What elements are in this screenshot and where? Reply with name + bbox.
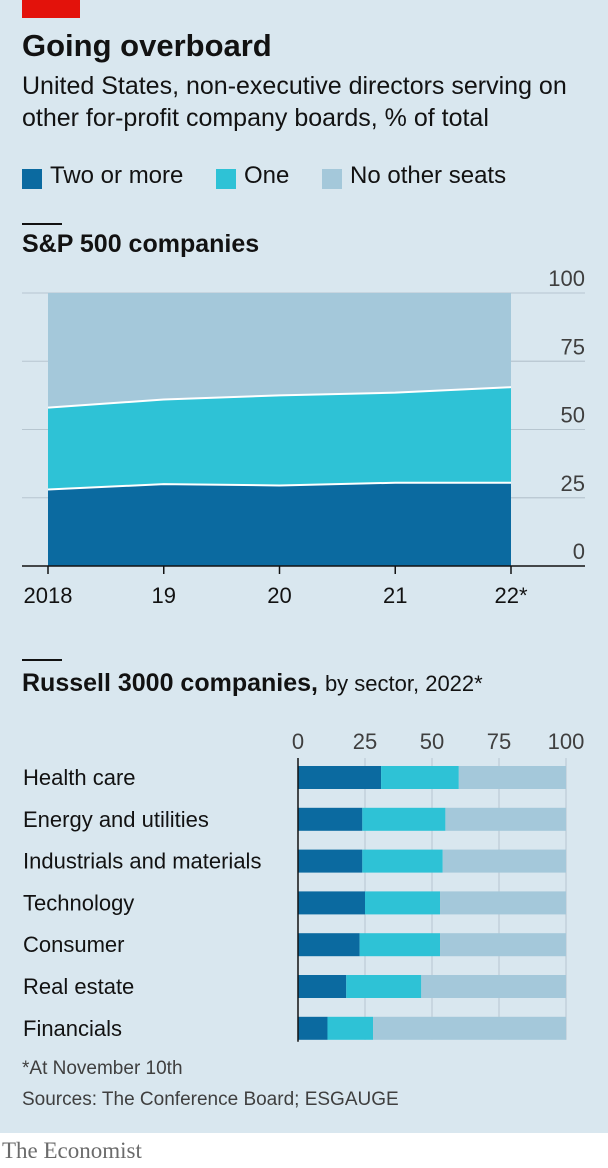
bar-industrials-and-materials-two-or-more	[298, 849, 363, 873]
x-tick-label-25: 25	[353, 729, 377, 754]
bar-real-estate-one	[346, 975, 422, 998]
legend-swatch-no-other-seats	[322, 169, 342, 189]
legend-swatch-two-or-more	[22, 169, 42, 189]
bar-real-estate-no-other-seats	[421, 975, 566, 998]
category-label-technology: Technology	[23, 890, 134, 915]
category-label-health-care: Health care	[23, 765, 136, 790]
category-label-energy-and-utilities: Energy and utilities	[23, 807, 209, 832]
bar-industrials-and-materials-one	[362, 849, 443, 873]
russell-bar-chart: 0 25 50 75 100 Health care Energy and utilitie…	[23, 729, 585, 1042]
panel-rule-sp500	[22, 223, 62, 225]
bar-technology-two-or-more	[298, 891, 365, 915]
panel-title-russell-main: Russell 3000 companies,	[22, 669, 318, 697]
y-tick-label-100: 100	[548, 266, 585, 291]
bar-health-care-no-other-seats	[458, 766, 566, 789]
boundary-line-one	[47, 386, 512, 409]
x-tick-label-19: 19	[152, 583, 176, 608]
panel-rule-russell	[22, 659, 62, 661]
category-label-industrials-and-materials: Industrials and materials	[23, 849, 261, 874]
panel-title-russell-suffix: by sector, 2022*	[324, 671, 483, 696]
area-no-other-seats	[48, 293, 511, 408]
sources-note: Sources: The Conference Board; ESGAUGE	[22, 1089, 399, 1110]
bar-energy-and-utilities-two-or-more	[298, 807, 363, 831]
chart-title: Going overboard	[22, 28, 272, 63]
y-tick-label-75: 75	[561, 334, 585, 359]
bar-consumer-two-or-more	[298, 933, 360, 957]
bar-financials-one	[327, 1016, 374, 1040]
bar-real-estate-two-or-more	[298, 975, 347, 998]
x-tick-label-0: 0	[292, 729, 304, 754]
y-tick-label-50: 50	[561, 403, 585, 428]
category-label-financials: Financials	[23, 1016, 122, 1041]
panel-title-sp500: S&P 500 companies	[22, 230, 260, 258]
x-tick-label-50: 50	[420, 729, 444, 754]
bar-energy-and-utilities-one	[362, 807, 446, 831]
footnote: *At November 10th	[22, 1058, 183, 1079]
bar-technology-no-other-seats	[440, 891, 566, 915]
chart-card: Going overboard United States, non-execu…	[0, 0, 608, 1133]
category-label-real-estate: Real estate	[23, 974, 134, 999]
boundary-line-two-or-more	[47, 481, 511, 491]
sp500-area-chart: 0 25 50 75 100 2018 19 20 21 22*	[22, 266, 585, 608]
bar-financials-no-other-seats	[373, 1016, 566, 1040]
x-tick-label-100: 100	[548, 729, 585, 754]
bar-health-care-one	[381, 766, 459, 789]
bar-health-care-two-or-more	[298, 766, 382, 789]
bar-industrials-and-materials-no-other-seats	[442, 849, 566, 873]
y-tick-label-0: 0	[573, 539, 585, 564]
chart-subtitle: United States, non-executive directors s…	[22, 72, 567, 132]
brand-red-tag	[22, 0, 80, 18]
legend-label-one: One	[244, 162, 290, 189]
economist-wordmark: The Economist	[2, 1138, 142, 1163]
legend-label-two-or-more: Two or more	[50, 162, 184, 189]
legend-label-no-other-seats: No other seats	[350, 162, 507, 189]
bar-consumer-one	[359, 933, 441, 957]
x-tick-label-75: 75	[487, 729, 511, 754]
x-tick-label-21: 21	[383, 583, 407, 608]
area-one	[48, 387, 511, 490]
legend-swatch-one	[216, 169, 236, 189]
y-tick-label-25: 25	[561, 471, 585, 496]
bar-consumer-no-other-seats	[440, 933, 566, 957]
x-tick-label-2018: 2018	[24, 583, 73, 608]
bar-financials-two-or-more	[298, 1016, 328, 1040]
x-tick-label-20: 20	[267, 583, 291, 608]
panel-title-russell: Russell 3000 companies, by sector, 2022*	[22, 669, 483, 698]
category-label-consumer: Consumer	[23, 932, 124, 957]
x-tick-label-22: 22*	[494, 583, 527, 608]
bar-technology-one	[365, 891, 441, 915]
area-two-or-more	[48, 482, 511, 566]
bar-energy-and-utilities-no-other-seats	[445, 807, 566, 831]
